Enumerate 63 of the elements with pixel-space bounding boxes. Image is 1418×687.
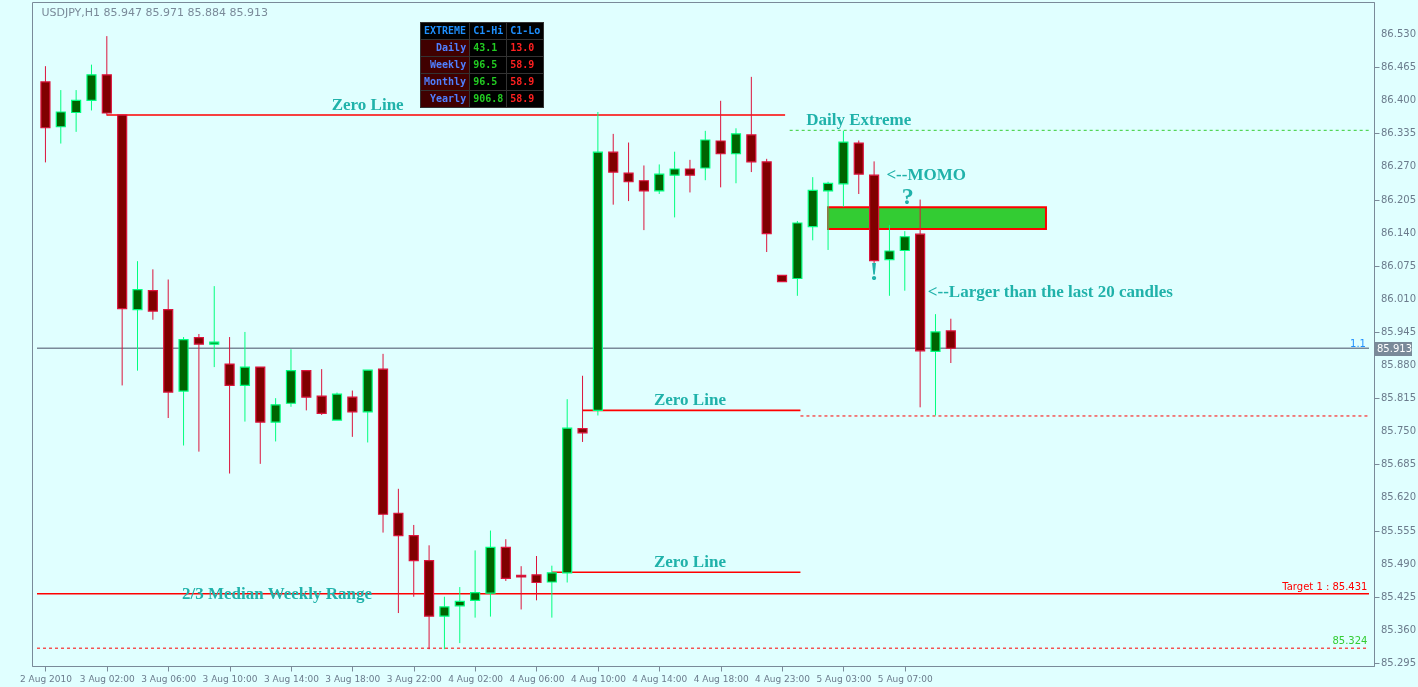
annotation: Monthly xyxy=(420,73,470,91)
annotation: 906.8 xyxy=(469,90,507,108)
x-tick-label: 4 Aug 18:00 xyxy=(693,673,749,684)
x-tick-label: 3 Aug 14:00 xyxy=(263,673,320,684)
y-tick-label: 86.270 xyxy=(1381,160,1416,172)
y-tick-label: 86.465 xyxy=(1381,61,1416,73)
x-tick-label: 3 Aug 18:00 xyxy=(325,673,381,684)
chart-title: USDJPY,H1 85.947 85.971 85.884 85.913 xyxy=(41,6,269,19)
ref-line-label: 85.324 xyxy=(1332,635,1368,647)
ref-line-label: Daily Extreme xyxy=(806,110,912,130)
annotation: C1-Hi xyxy=(469,22,507,40)
y-tick-label: 86.335 xyxy=(1381,127,1416,139)
annotation: Weekly xyxy=(420,56,470,74)
y-tick-label: 85.425 xyxy=(1381,590,1416,602)
annotation: Daily xyxy=(420,39,470,57)
x-tick-label: 5 Aug 03:00 xyxy=(816,673,872,684)
x-tick-label: 4 Aug 02:00 xyxy=(448,673,504,684)
y-tick-label: 86.010 xyxy=(1381,292,1416,304)
ref-line-label: Target 1 : 85.431 xyxy=(1281,580,1368,592)
annotation: 58.9 xyxy=(506,73,544,91)
y-tick-label: 86.530 xyxy=(1381,28,1416,40)
y-tick-label: 85.620 xyxy=(1381,491,1416,503)
y-tick-label: 86.140 xyxy=(1381,226,1416,238)
y-tick-label: 86.205 xyxy=(1381,193,1416,205)
annotation: ? xyxy=(901,183,914,209)
y-tick-label: 85.815 xyxy=(1381,392,1416,404)
annotation: EXTREME xyxy=(420,22,470,40)
ref-line-label: Zero Line xyxy=(331,95,405,115)
x-tick-label: 3 Aug 22:00 xyxy=(386,673,442,684)
y-tick-label: 85.880 xyxy=(1381,359,1416,371)
ref-line-label: Zero Line xyxy=(653,390,727,410)
annotation: 13.0 xyxy=(506,39,544,57)
annotation: 43.1 xyxy=(469,39,507,57)
annotation: ! xyxy=(869,257,879,286)
y-tick-label: 85.360 xyxy=(1381,623,1416,635)
annotation: 1.1 xyxy=(1350,338,1366,349)
x-tick-label: 4 Aug 10:00 xyxy=(570,673,627,684)
y-tick-label: 85.945 xyxy=(1381,325,1416,337)
annotation: Yearly xyxy=(420,90,470,108)
x-tick-label: 4 Aug 23:00 xyxy=(755,673,811,684)
annotation: 58.9 xyxy=(506,90,544,108)
ref-line-label: Zero Line xyxy=(653,552,727,572)
annotation: <--Larger than the last 20 candles xyxy=(927,282,1174,301)
x-tick-label: 2 Aug 2010 xyxy=(19,673,73,684)
x-tick-label: 3 Aug 10:00 xyxy=(202,673,258,684)
y-tick-label: 85.555 xyxy=(1381,524,1416,536)
annotation: 58.9 xyxy=(506,56,544,74)
x-tick-label: 3 Aug 06:00 xyxy=(141,673,197,684)
y-tick-label: 85.295 xyxy=(1381,656,1416,668)
x-tick-label: 5 Aug 07:00 xyxy=(877,673,934,684)
x-tick-label: 4 Aug 14:00 xyxy=(632,673,688,684)
annotation: C1-Lo xyxy=(506,22,544,40)
annotation: 96.5 xyxy=(469,56,507,74)
y-tick-label: 85.685 xyxy=(1381,458,1416,470)
annotation: <--MOMO xyxy=(886,165,966,184)
y-tick-label: 85.750 xyxy=(1381,425,1416,437)
x-tick-label: 3 Aug 02:00 xyxy=(79,673,136,684)
x-tick-label: 4 Aug 06:00 xyxy=(509,673,565,684)
y-tick-label: 86.400 xyxy=(1381,94,1416,106)
y-tick-label: 85.490 xyxy=(1381,557,1416,569)
text: 85.913 xyxy=(1377,343,1412,354)
annotation: 96.5 xyxy=(469,73,507,91)
y-tick-label: 86.075 xyxy=(1381,259,1416,271)
